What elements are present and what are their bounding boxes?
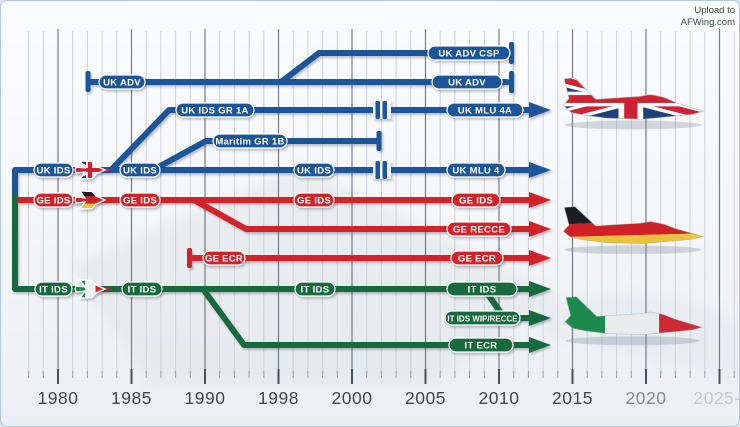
ge-tornado-silhouette: [562, 206, 704, 255]
it-tornado-small-icon: [74, 279, 113, 299]
ge-tornado-small-icon: [74, 190, 113, 210]
uk-adv-end-bar: [509, 71, 514, 93]
svg-text:IT ECR: IT ECR: [465, 341, 498, 352]
it-ids-arrow: [529, 281, 551, 297]
ge-recce-line: [191, 197, 534, 232]
label-pills: UK ADV CSP UK ADV UK ADV UK IDS GR 1A UK…: [33, 45, 524, 353]
year-label: 2005: [405, 388, 446, 408]
year-label: 1980: [38, 388, 79, 408]
svg-text:IT IDS WIP/RECCE: IT IDS WIP/RECCE: [447, 315, 518, 324]
pill-uk-ids-gr1a: UK IDS GR 1A: [175, 102, 255, 118]
year-label: 2025-: [693, 388, 740, 408]
svg-text:IT IDS: IT IDS: [301, 285, 330, 296]
pill-uk-mlu-4: UK MLU 4: [446, 162, 506, 178]
ge-ecr-arrow: [529, 250, 551, 266]
uk-mlu4a-break-mark: [373, 101, 391, 119]
ge-ecr-start-cap: [187, 248, 192, 268]
uk-adv-csp-end-bar: [509, 42, 514, 64]
pill-uk-ids-3: UK IDS: [293, 162, 335, 178]
svg-text:UK IDS: UK IDS: [297, 166, 331, 177]
year-label: 2010: [479, 388, 520, 408]
pill-it-ids-wip-recce: IT IDS WIP/RECCE: [444, 310, 521, 326]
year-label: 1990: [185, 388, 226, 408]
pill-ge-ids-4: GE IDS: [451, 192, 501, 208]
svg-text:IT IDS: IT IDS: [39, 285, 68, 296]
svg-text:UK IDS: UK IDS: [123, 166, 157, 177]
maritim-gr1b-end-bar: [376, 131, 382, 151]
watermark-wing-shape: [71, 166, 561, 386]
uk-mlu4a-arrow: [529, 102, 551, 118]
svg-text:GE ECR: GE ECR: [458, 254, 496, 265]
pill-maritim-gr1b: Maritim GR 1B: [212, 133, 288, 149]
uk-adv-start-cap: [85, 71, 91, 92]
ge-recce-arrow: [529, 221, 551, 237]
watermark-line1: Upload to: [694, 5, 735, 16]
svg-text:UK MLU 4A: UK MLU 4A: [458, 106, 512, 117]
uk-mlu4-break-mark: [373, 161, 391, 179]
ge-ids-arrow: [529, 192, 551, 208]
pill-uk-adv-left: UK ADV: [98, 74, 146, 90]
pill-it-ids-4: IT IDS: [446, 281, 518, 297]
it-wip-arrow: [529, 310, 551, 326]
pill-ge-ecr-right: GE ECR: [450, 250, 504, 266]
pill-ge-ids-1: GE IDS: [33, 192, 74, 208]
uk-tornado-small-icon: [74, 160, 113, 180]
year-label: 2020: [626, 388, 667, 408]
svg-text:GE IDS: GE IDS: [297, 196, 331, 207]
pill-uk-ids-2: UK IDS: [119, 162, 161, 178]
uk-ids-line: [12, 167, 376, 206]
it-ecr-arrow: [529, 337, 551, 353]
pill-it-ids-1: IT IDS: [34, 281, 73, 297]
pill-uk-ids-1: UK IDS: [33, 162, 74, 178]
svg-text:IT IDS: IT IDS: [128, 285, 157, 296]
site-watermark: Upload to AFWing.com: [681, 5, 735, 28]
svg-text:GE ECR: GE ECR: [205, 254, 243, 265]
svg-text:GE IDS: GE IDS: [459, 196, 493, 207]
svg-text:GE RECCE: GE RECCE: [453, 225, 505, 236]
svg-text:IT IDS: IT IDS: [468, 285, 497, 296]
pill-ge-ecr-left: GE ECR: [202, 250, 246, 266]
pill-uk-adv-csp: UK ADV CSP: [427, 45, 511, 61]
pill-ge-ids-2: GE IDS: [119, 192, 161, 208]
svg-text:Maritim GR 1B: Maritim GR 1B: [215, 137, 284, 148]
svg-text:GE IDS: GE IDS: [36, 196, 70, 207]
year-axis: 1980 1985 1990 1998 2000 2005 2010 2015 …: [38, 388, 740, 408]
pill-uk-mlu-4a: UK MLU 4A: [446, 102, 524, 118]
it-ecr-line: [200, 286, 534, 348]
year-label: 1998: [258, 388, 299, 408]
svg-text:GE IDS: GE IDS: [123, 196, 157, 207]
watermark-line2: AFWing.com: [681, 17, 735, 28]
pill-ge-recce: GE RECCE: [446, 221, 512, 237]
svg-text:UK ADV: UK ADV: [448, 78, 486, 89]
year-label: 1985: [111, 388, 152, 408]
uk-mlu4-arrow: [529, 162, 551, 178]
pill-it-ids-2: IT IDS: [121, 281, 163, 297]
it-lines: [12, 194, 551, 353]
maritim-gr1b-line: [150, 138, 380, 173]
it-ids-line: [12, 194, 534, 292]
svg-text:UK ADV CSP: UK ADV CSP: [438, 49, 500, 60]
uk-ids-gr1a-line: [108, 107, 376, 173]
pill-ge-ids-3: GE IDS: [293, 192, 335, 208]
svg-text:UK IDS GR 1A: UK IDS GR 1A: [181, 106, 248, 117]
svg-text:UK ADV: UK ADV: [103, 78, 141, 89]
pill-uk-adv-right: UK ADV: [431, 74, 503, 90]
year-label: 2015: [552, 388, 593, 408]
svg-text:UK IDS: UK IDS: [37, 166, 71, 177]
pill-it-ecr: IT ECR: [448, 337, 514, 353]
year-label: 2000: [332, 388, 373, 408]
svg-text:UK MLU 4: UK MLU 4: [452, 166, 500, 177]
pill-it-ids-3: IT IDS: [294, 281, 336, 297]
